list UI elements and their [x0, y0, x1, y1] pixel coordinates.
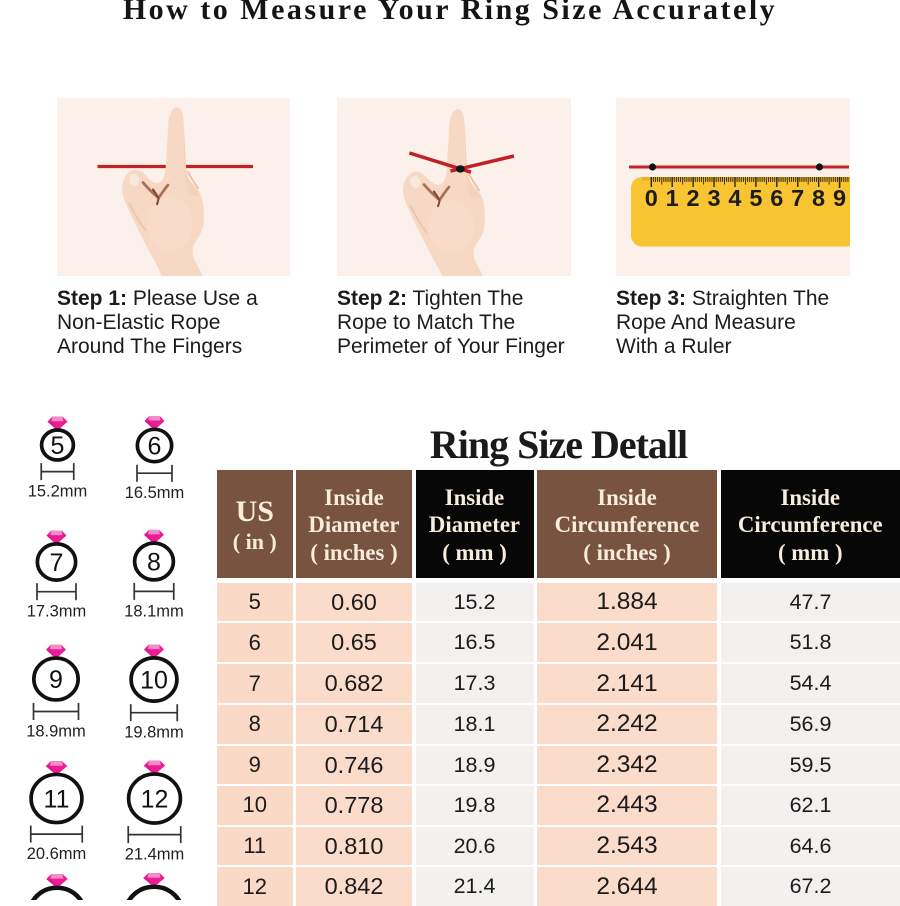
svg-text:21.4mm: 21.4mm	[125, 846, 185, 864]
svg-text:10: 10	[140, 667, 168, 695]
svg-text:17.3mm: 17.3mm	[27, 603, 87, 621]
svg-text:11: 11	[44, 786, 70, 814]
svg-text:18.1mm: 18.1mm	[124, 602, 184, 620]
svg-text:7: 7	[791, 185, 804, 211]
svg-text:9: 9	[49, 666, 63, 694]
svg-text:19.8mm: 19.8mm	[124, 724, 184, 742]
svg-text:8: 8	[147, 549, 161, 577]
svg-text:5: 5	[51, 432, 65, 460]
svg-text:6: 6	[770, 185, 783, 211]
svg-text:8: 8	[812, 185, 825, 211]
svg-text:16.5mm: 16.5mm	[125, 484, 185, 502]
svg-text:4: 4	[728, 185, 741, 211]
svg-text:18.9mm: 18.9mm	[26, 723, 86, 741]
svg-text:6: 6	[148, 433, 162, 461]
svg-text:5: 5	[749, 185, 762, 211]
svg-text:12: 12	[141, 786, 169, 814]
svg-text:9: 9	[833, 185, 846, 211]
svg-text:0: 0	[645, 185, 658, 211]
svg-text:2: 2	[687, 185, 700, 211]
svg-text:3: 3	[707, 185, 720, 211]
svg-text:15.2mm: 15.2mm	[28, 483, 88, 501]
svg-text:7: 7	[50, 549, 64, 577]
svg-text:1: 1	[666, 185, 679, 211]
svg-text:20.6mm: 20.6mm	[27, 845, 87, 863]
